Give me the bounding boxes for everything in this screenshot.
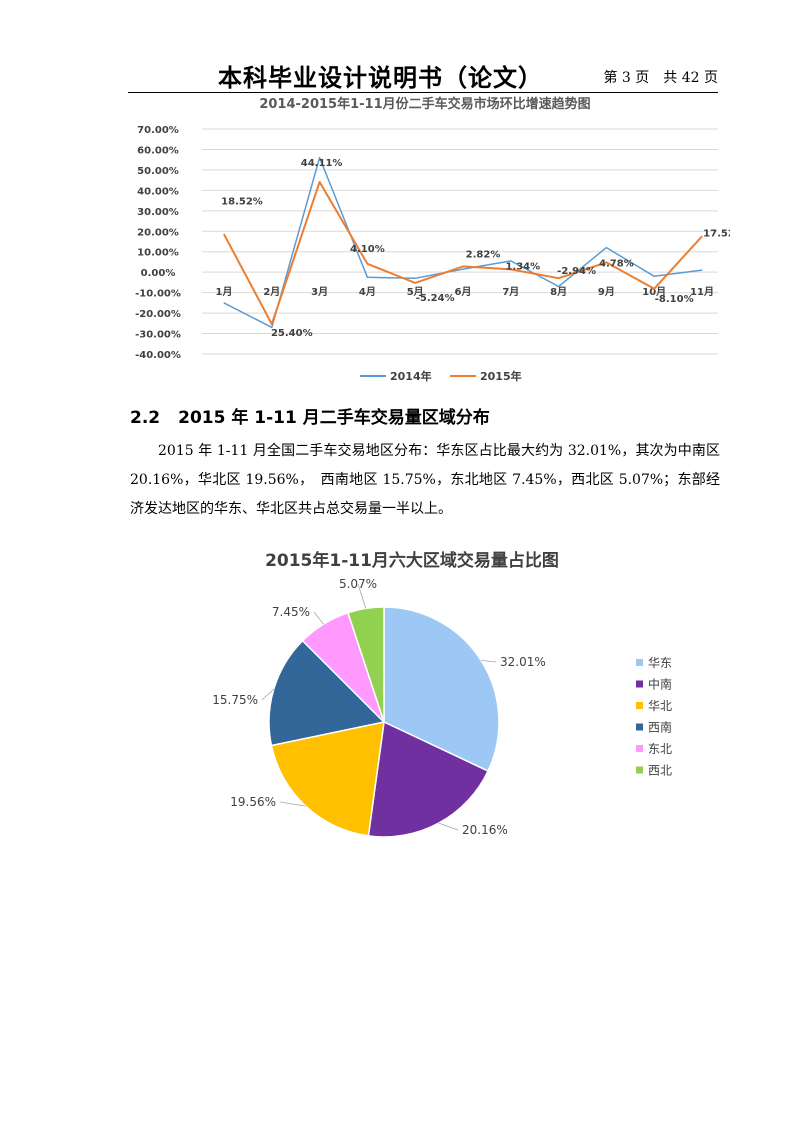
x-tick-label: 3月 xyxy=(311,286,328,298)
leader-line xyxy=(313,611,324,625)
pie-slice-3 xyxy=(270,721,385,837)
pie-slice-4 xyxy=(268,639,386,747)
data-label: 2.82% xyxy=(466,249,501,260)
data-label: 1.34% xyxy=(505,261,540,272)
legend-swatch xyxy=(636,766,643,774)
slice-label: 19.56% xyxy=(230,795,276,809)
legend-swatch xyxy=(636,723,643,731)
legend-label: 中南 xyxy=(648,677,672,692)
data-point xyxy=(319,157,321,159)
legend-label: 2015年 xyxy=(480,369,522,383)
page-number: 第 3 页 共 42 页 xyxy=(603,70,718,86)
section-title: 2015 年 1-11 月二手车交易量区域分布 xyxy=(178,408,490,428)
page-header: 本科毕业设计说明书（论文） 第 3 页 共 42 页 xyxy=(128,58,718,93)
data-label: -5.24% xyxy=(416,293,455,304)
data-label: 25.40% xyxy=(271,328,313,339)
pie-slice-2 xyxy=(367,720,490,838)
data-point xyxy=(223,302,225,304)
data-label: -8.10% xyxy=(655,294,694,305)
y-tick-label: 40.00% xyxy=(137,186,179,197)
legend-swatch xyxy=(636,680,643,688)
slice-label: 5.07% xyxy=(339,577,377,591)
data-point xyxy=(653,288,655,290)
document-title: 本科毕业设计说明书（论文） xyxy=(218,64,543,92)
legend-swatch xyxy=(636,659,643,666)
data-point xyxy=(366,276,368,278)
x-tick-label: 10月 xyxy=(642,286,666,298)
data-point xyxy=(366,263,368,265)
data-label: 44.11% xyxy=(301,158,343,169)
y-tick-label: 60.00% xyxy=(137,145,179,156)
data-point xyxy=(701,235,703,237)
legend-label: 西南 xyxy=(648,720,672,735)
data-point xyxy=(414,277,416,279)
data-point xyxy=(462,265,464,267)
slice-label: 15.75% xyxy=(212,693,258,707)
data-point xyxy=(510,268,512,270)
leader-line xyxy=(481,660,497,663)
data-label: 17.52% xyxy=(703,228,730,239)
data-point xyxy=(319,181,321,183)
x-tick-label: 7月 xyxy=(502,286,519,298)
data-point xyxy=(462,268,464,270)
leader-line xyxy=(357,583,367,609)
y-tick-label: 10.00% xyxy=(137,248,179,259)
x-tick-label: 11月 xyxy=(690,286,714,298)
legend-label: 2014年 xyxy=(390,369,432,383)
x-tick-label: 8月 xyxy=(550,286,567,298)
data-point xyxy=(510,260,512,262)
region-share-pie-chart: 2015年1-11月六大区域交易量占比图 32.01% 20.16% 19.56% 1… xyxy=(212,550,672,838)
section-number: 2.2 xyxy=(130,408,161,428)
series-line-1 xyxy=(223,156,703,329)
data-point xyxy=(558,277,560,279)
slice-label: 20.16% xyxy=(462,823,508,837)
series-line-2 xyxy=(223,181,703,326)
data-point xyxy=(701,269,703,271)
growth-trend-line-chart: 2014-2015年1-11月份二手车交易市场环比增速趋势图 70.00% 60.… xyxy=(135,96,730,383)
data-point xyxy=(271,323,273,325)
data-point xyxy=(653,275,655,277)
x-tick-label: 1月 xyxy=(216,286,233,298)
legend-label: 华东 xyxy=(648,656,672,670)
line-chart-title: 2014-2015年1-11月份二手车交易市场环比增速趋势图 xyxy=(259,96,590,112)
pie-slice-6 xyxy=(347,606,385,723)
legend-swatch xyxy=(636,745,643,752)
x-tick-label: 6月 xyxy=(455,286,472,298)
x-tick-label: 2月 xyxy=(263,286,280,298)
y-tick-label: 20.00% xyxy=(137,227,179,238)
y-tick-label: -20.00% xyxy=(135,309,181,320)
x-tick-label: 4月 xyxy=(359,286,376,298)
pie-chart-title: 2015年1-11月六大区域交易量占比图 xyxy=(265,550,559,571)
leader-line xyxy=(279,801,306,807)
legend-label: 东北 xyxy=(648,742,672,756)
data-point xyxy=(605,261,607,263)
section-heading: 2.2 2015 年 1-11 月二手车交易量区域分布 xyxy=(130,403,490,428)
leader-line xyxy=(261,688,275,701)
y-tick-label: 70.00% xyxy=(137,125,179,136)
data-label: 4.10% xyxy=(350,244,385,255)
data-point xyxy=(558,286,560,287)
legend-label: 华北 xyxy=(648,699,672,713)
data-point xyxy=(223,233,225,235)
y-tick-label: 30.00% xyxy=(137,207,179,218)
data-point xyxy=(605,247,607,249)
y-tick-label: -10.00% xyxy=(135,289,181,300)
x-tick-label: 9月 xyxy=(598,286,615,298)
slice-label: 7.45% xyxy=(272,605,310,619)
slice-label: 32.01% xyxy=(500,655,546,669)
y-tick-label: -30.00% xyxy=(135,330,181,341)
data-label: 18.52% xyxy=(221,196,263,207)
body-paragraph: 2015 年 1-11 月全国二手车交易地区分布：华东区占比最大约为 32.01… xyxy=(130,443,720,517)
data-label: 4.78% xyxy=(599,258,634,269)
data-label: -2.94% xyxy=(557,266,596,277)
y-tick-label: 50.00% xyxy=(137,166,179,177)
x-tick-label: 5月 xyxy=(407,286,424,298)
legend-swatch xyxy=(636,702,643,709)
y-tick-label: -40.00% xyxy=(135,350,181,361)
leader-line xyxy=(438,822,459,831)
y-tick-label: 0.00% xyxy=(141,268,176,279)
legend-label: 西北 xyxy=(648,764,672,778)
data-point xyxy=(414,282,416,284)
data-point xyxy=(271,326,273,328)
